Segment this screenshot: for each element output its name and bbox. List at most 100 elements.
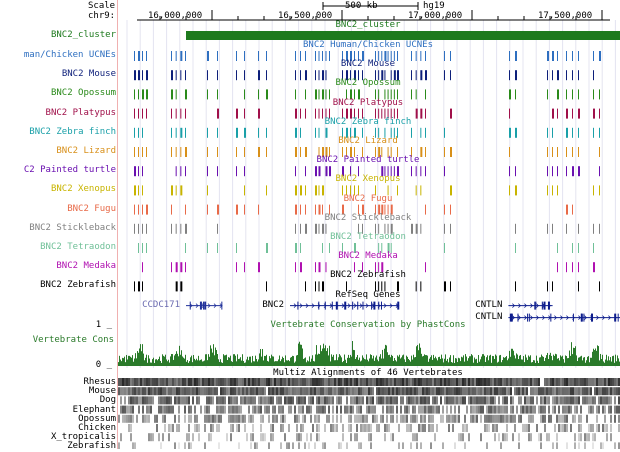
ucne-element	[329, 243, 330, 253]
multiz-block	[334, 387, 336, 396]
ucne-element	[578, 147, 579, 157]
multiz-block	[440, 378, 442, 386]
ucne-element	[358, 166, 359, 177]
multiz-block	[366, 405, 368, 414]
multiz-block	[408, 424, 410, 432]
multiz-block	[382, 414, 384, 423]
ucne-element	[244, 70, 245, 81]
multiz-block	[370, 442, 372, 449]
ucne-element	[142, 51, 143, 61]
ucne-element	[411, 51, 412, 61]
multiz-block	[266, 396, 268, 405]
multiz-block	[214, 387, 216, 396]
cons-bar	[548, 359, 549, 366]
multiz-block	[470, 387, 472, 396]
ucne-element	[217, 89, 218, 100]
multiz-block	[252, 396, 254, 405]
ucne-element	[444, 70, 445, 81]
multiz-block	[330, 424, 332, 432]
ucne-element	[295, 204, 297, 215]
cons-bar	[196, 358, 197, 366]
multiz-block	[414, 378, 416, 386]
multiz-block	[578, 387, 580, 396]
ucne-element	[236, 70, 237, 81]
multiz-block	[430, 378, 432, 386]
ucne-element	[318, 204, 321, 215]
ucne-element	[572, 51, 573, 61]
multiz-block	[338, 442, 340, 449]
multiz-block	[316, 424, 318, 432]
multiz-block	[186, 387, 188, 396]
ucne-element	[566, 108, 568, 119]
multiz-block	[256, 378, 258, 386]
cons-bar	[595, 348, 596, 366]
multiz-species-label: Rhesus	[83, 377, 116, 387]
ucne-element	[207, 147, 208, 157]
cons-bar	[500, 354, 501, 366]
multiz-block	[282, 378, 284, 386]
ucne-element	[329, 51, 330, 61]
multiz-block	[396, 387, 398, 396]
multiz-block	[442, 414, 444, 423]
multiz-block	[362, 378, 364, 386]
cons-bar	[365, 359, 366, 366]
multiz-block	[480, 414, 482, 423]
multiz-block	[282, 414, 284, 423]
ucne-element	[236, 243, 237, 253]
multiz-block	[234, 414, 236, 423]
cons-bar	[371, 354, 372, 366]
multiz-block	[590, 387, 592, 396]
multiz-block	[536, 424, 538, 432]
multiz-block	[220, 387, 222, 396]
multiz-block	[502, 433, 504, 442]
gene-strand-arrow	[305, 303, 309, 308]
multiz-block	[236, 396, 238, 405]
multiz-block	[548, 414, 550, 423]
cons-bar	[290, 357, 291, 366]
multiz-block	[132, 396, 134, 405]
cons-bar	[140, 344, 141, 366]
cons-bar	[486, 357, 487, 366]
ucne-element	[450, 108, 452, 119]
multiz-block	[482, 396, 484, 405]
ucne-element	[315, 127, 316, 138]
multiz-block	[462, 396, 464, 405]
multiz-block	[164, 414, 166, 423]
cons-bar	[515, 358, 516, 366]
cons-bar	[172, 354, 173, 366]
ucne-element	[378, 108, 380, 119]
multiz-block	[514, 424, 516, 432]
multiz-block	[424, 405, 426, 414]
multiz-block	[318, 405, 320, 414]
multiz-block	[416, 442, 418, 449]
ucne-element	[415, 89, 417, 100]
cons-bar	[390, 357, 391, 366]
cons-bar	[192, 362, 193, 366]
multiz-block	[264, 378, 266, 386]
multiz-block	[488, 424, 490, 432]
cons-bar	[268, 361, 269, 366]
multiz-block	[598, 387, 600, 396]
ucne-element	[375, 70, 376, 81]
cons-bar	[301, 344, 302, 366]
multiz-block	[208, 405, 210, 414]
cons-bar	[378, 361, 379, 366]
multiz-block	[508, 414, 510, 423]
cons-bar	[615, 354, 616, 366]
ucne-element	[315, 223, 317, 234]
ucne-element	[444, 223, 445, 234]
multiz-block	[372, 387, 374, 396]
multiz-block	[168, 405, 170, 414]
ucne-element	[180, 108, 182, 119]
cons-bar	[488, 360, 489, 366]
multiz-block	[610, 414, 612, 423]
ucne-element	[572, 166, 574, 177]
ucne-element	[552, 51, 554, 61]
ucne-element	[384, 204, 386, 215]
multiz-block	[318, 414, 320, 423]
multiz-block	[492, 414, 494, 423]
cons-bar	[309, 356, 310, 366]
multiz-block	[146, 378, 148, 386]
multiz-block	[182, 378, 184, 386]
